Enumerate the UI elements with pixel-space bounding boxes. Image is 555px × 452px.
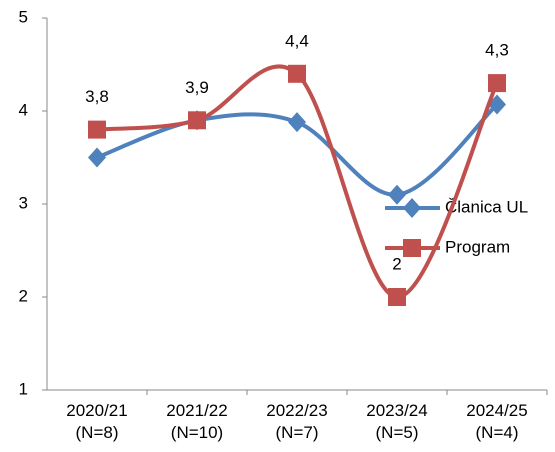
marker — [288, 64, 306, 83]
data-label: 2 — [392, 254, 401, 273]
marker — [88, 120, 106, 139]
marker — [88, 147, 106, 168]
marker — [403, 239, 421, 257]
marker — [488, 74, 506, 93]
data-label: 4,4 — [285, 31, 309, 50]
y-tick-label: 2 — [19, 286, 28, 305]
data-label: 3,9 — [185, 78, 209, 97]
x-tick-label: 2020/21 (N=8) — [66, 401, 128, 442]
marker — [388, 184, 406, 205]
x-tick-label: 2023/24 (N=5) — [366, 401, 428, 442]
x-tick-label: 2021/22 (N=10) — [166, 401, 228, 442]
y-tick-label: 1 — [19, 379, 28, 398]
x-tick-label: 2024/25 (N=4) — [466, 401, 528, 442]
legend-label: Program — [445, 237, 510, 256]
data-label: 4,3 — [485, 41, 509, 60]
y-tick-label: 3 — [19, 193, 28, 212]
y-tick-label: 5 — [19, 7, 28, 26]
marker — [388, 288, 406, 306]
marker — [288, 112, 306, 133]
series-line — [96, 64, 499, 300]
x-tick-label: 2022/23 (N=7) — [266, 401, 328, 442]
legend-label: Članica UL — [445, 197, 528, 216]
data-label: 3,8 — [85, 87, 109, 106]
marker — [403, 198, 421, 218]
y-tick-label: 4 — [19, 100, 28, 119]
marker — [188, 111, 206, 130]
